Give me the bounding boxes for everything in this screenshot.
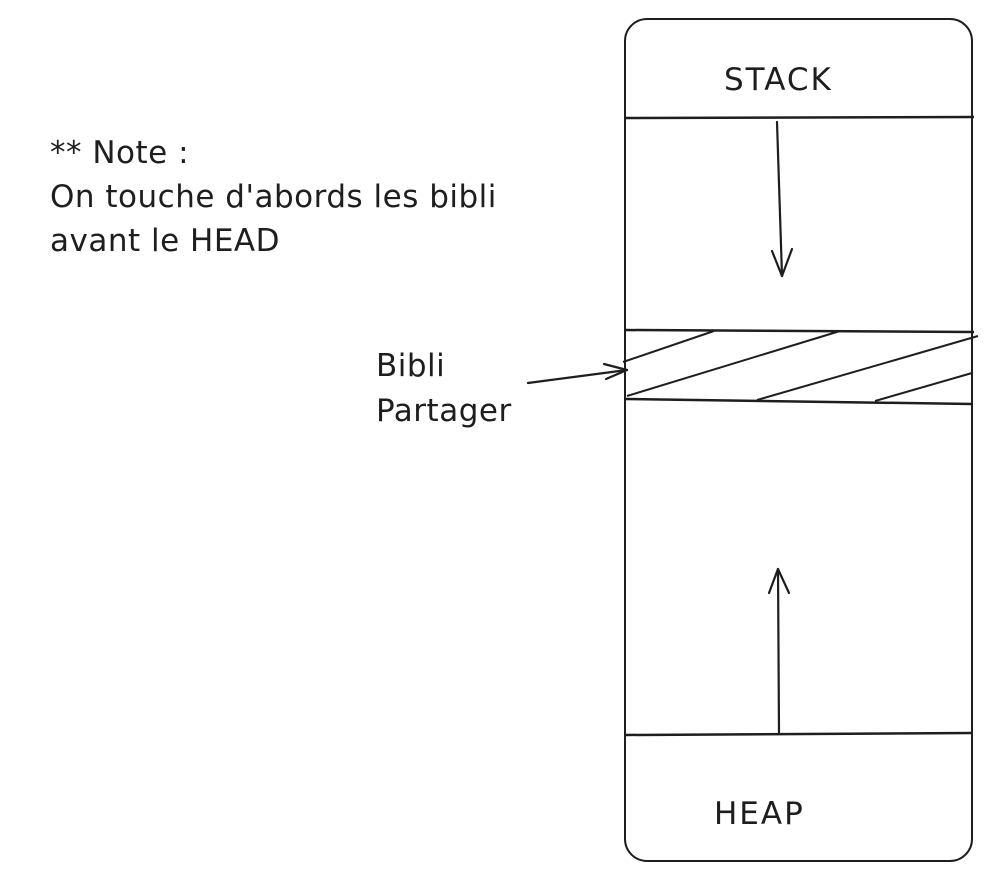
stack-growth-arrow: [770, 120, 794, 278]
shared-lib-top-border: [624, 328, 975, 334]
shared-lib-label-line-2: Partager: [376, 393, 512, 429]
stack-divider: [624, 115, 975, 120]
heap-divider: [624, 731, 973, 737]
shared-lib-bottom-border: [624, 397, 973, 406]
note-text: ** Note : On touche d'abords les bibli a…: [50, 131, 497, 263]
shared-lib-label: Bibli Partager: [376, 344, 512, 434]
heap-growth-arrow: [767, 567, 791, 735]
memory-block-outline: [624, 18, 973, 862]
shared-lib-pointer-arrow: [526, 362, 629, 385]
stack-label: STACK: [724, 62, 833, 98]
note-heading: ** Note :: [50, 135, 190, 171]
note-line-2: avant le HEAD: [50, 223, 281, 259]
shared-lib-hatching: [622, 330, 979, 402]
shared-lib-label-line-1: Bibli: [376, 348, 446, 384]
heap-label: HEAP: [714, 796, 805, 832]
note-line-1: On touche d'abords les bibli: [50, 179, 497, 215]
